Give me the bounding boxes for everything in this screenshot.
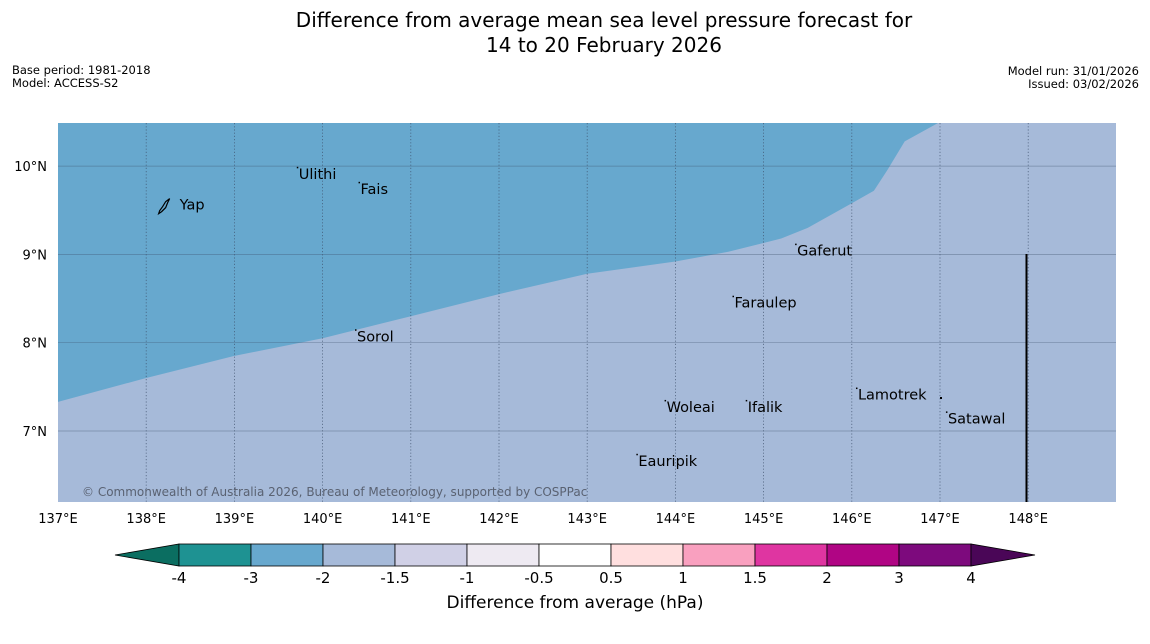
place-label: Ifalik — [748, 400, 783, 416]
colorbar-segment — [826, 543, 900, 567]
island-marker — [945, 411, 948, 413]
colorbar-over-arrow — [970, 543, 1036, 567]
colorbar-segment — [754, 543, 828, 567]
title-line-2: 14 to 20 February 2026 — [486, 33, 722, 57]
longitude-label: 141°E — [391, 512, 431, 527]
place-label: Fais — [361, 182, 388, 198]
island-marker — [358, 181, 361, 184]
run-info: Model run: 31/01/2026 Issued: 03/02/2026 — [1008, 65, 1139, 91]
latitude-label: 7°N — [23, 425, 48, 440]
place-label: Lamotrek — [858, 388, 927, 404]
title-line-1: Difference from average mean sea level p… — [295, 8, 913, 32]
colorbar-tick-label: 1 — [678, 569, 688, 587]
island-marker — [354, 329, 357, 331]
place-label: Gaferut — [797, 244, 852, 260]
colorbar-tick-label: -2 — [316, 569, 331, 587]
colorbar-segment — [538, 543, 612, 567]
pressure-anomaly-map: 137°E 138°E 139°E 140°E 141°E 142°E 143°E 144°E… — [14, 123, 1116, 527]
map-title: Difference from average mean sea level p… — [0, 8, 1150, 58]
longitude-label: 140°E — [303, 512, 343, 527]
colorbar-tick-label: 3 — [894, 569, 904, 587]
island-marker — [157, 198, 171, 216]
place-label: Woleai — [667, 400, 715, 416]
colorbar-under-arrow — [114, 543, 180, 567]
longitude-label: 145°E — [744, 512, 784, 527]
colorbar-tick-label: -4 — [172, 569, 187, 587]
model-info: Base period: 1981-2018 Model: ACCESS-S2 — [12, 64, 151, 90]
colorbar-tick-label: 1.5 — [743, 569, 767, 587]
place-label-yap: Yap — [179, 198, 205, 214]
colorbar-tick-label: -0.5 — [524, 569, 553, 587]
colorbar-title: Difference from average (hPa) — [446, 593, 704, 613]
island-marker — [664, 399, 667, 402]
island-marker — [732, 295, 734, 298]
colorbar-segment — [898, 543, 972, 567]
island-marker — [296, 166, 299, 169]
colorbar-tick-label: -1 — [460, 569, 475, 587]
colorbar-tick-label: 2 — [822, 569, 832, 587]
colorbar-segment — [178, 543, 252, 567]
place-label: Ulithi — [299, 167, 337, 183]
latitude-label: 9°N — [23, 248, 48, 263]
colorbar-tick-label: 4 — [966, 569, 976, 587]
island-marker — [940, 397, 942, 399]
colorbar-segment — [250, 543, 324, 567]
longitude-label: 142°E — [479, 512, 519, 527]
colorbar-segment — [466, 543, 540, 567]
place-label: Satawal — [948, 411, 1005, 427]
latitude-label: 10°N — [14, 160, 47, 175]
island-marker — [636, 453, 638, 456]
colorbar-segment — [322, 543, 396, 567]
colorbar-tick-label: -1.5 — [380, 569, 409, 587]
place-label: Faraulep — [734, 296, 796, 312]
place-label: Sorol — [357, 329, 394, 345]
island-marker — [855, 387, 858, 390]
region-minus3-to-minus2 — [58, 123, 940, 402]
longitude-label: 143°E — [567, 512, 607, 527]
longitude-label: 148°E — [1008, 512, 1048, 527]
issued-date: Issued: 03/02/2026 — [1028, 77, 1139, 91]
copyright-text: © Commonwealth of Australia 2026, Bureau… — [82, 485, 587, 499]
longitude-label: 147°E — [920, 512, 960, 527]
base-period: Base period: 1981-2018 — [12, 63, 151, 77]
colorbar-tick-label: 0.5 — [599, 569, 623, 587]
model-run: Model run: 31/01/2026 — [1007, 64, 1139, 78]
longitude-label: 139°E — [215, 512, 255, 527]
colorbar-tick-label: -3 — [244, 569, 259, 587]
longitude-label: 144°E — [656, 512, 696, 527]
longitude-label: 137°E — [38, 512, 78, 527]
latitude-label: 8°N — [23, 337, 48, 352]
colorbar-segment — [682, 543, 756, 567]
longitude-label: 146°E — [832, 512, 872, 527]
island-marker — [745, 399, 748, 402]
colorbar-segment — [610, 543, 684, 567]
island-marker — [795, 243, 797, 246]
place-label: Eauripik — [638, 454, 697, 470]
colorbar-segment — [394, 543, 468, 567]
model-name: Model: ACCESS-S2 — [12, 76, 119, 90]
longitude-label: 138°E — [126, 512, 166, 527]
